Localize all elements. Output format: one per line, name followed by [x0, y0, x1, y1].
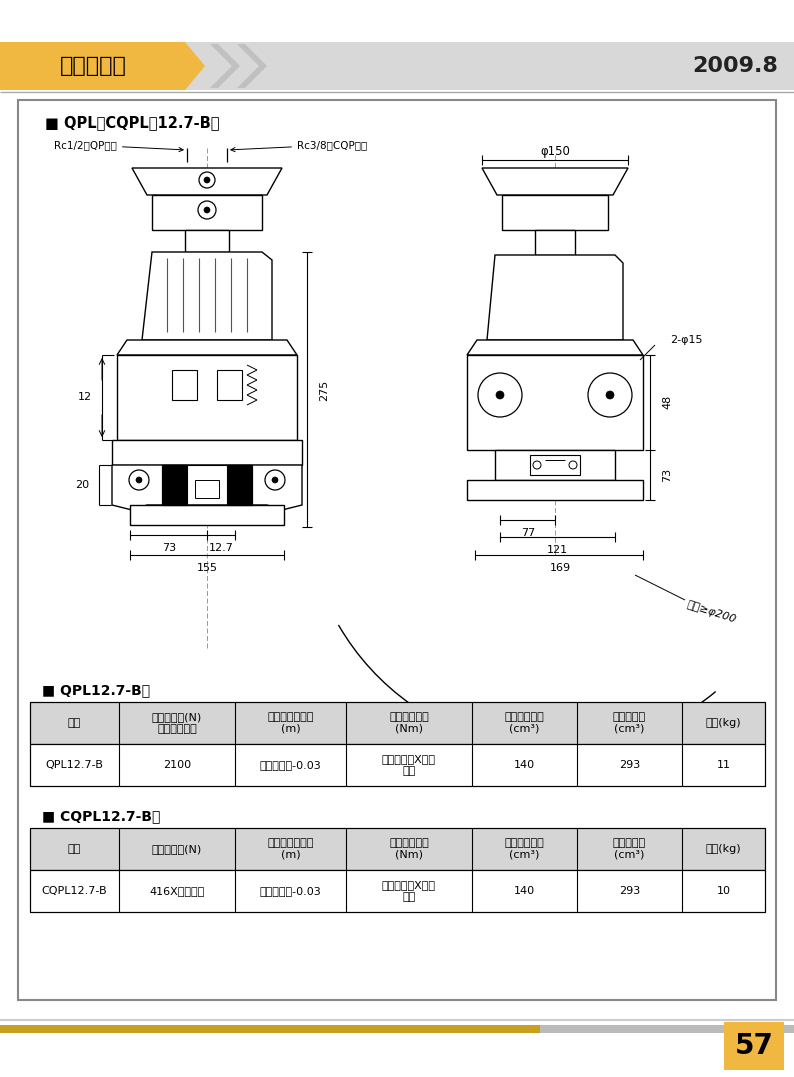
- Text: 20: 20: [75, 480, 89, 490]
- Text: 10: 10: [716, 886, 730, 896]
- Bar: [112, 440, 302, 465]
- Circle shape: [204, 207, 210, 213]
- Text: 57: 57: [734, 1032, 773, 1060]
- Text: ■ QPL12.7-B型: ■ QPL12.7-B型: [42, 683, 150, 697]
- Bar: [30, 702, 765, 744]
- Text: QPL12.7-B: QPL12.7-B: [45, 760, 103, 770]
- Text: 416X工作气压: 416X工作气压: [149, 886, 205, 896]
- Text: 制动盘半径-0.03: 制动盘半径-0.03: [260, 760, 322, 770]
- Text: 额定制动力(N)
（八根弹簧）: 额定制动力(N) （八根弹簧）: [152, 712, 202, 733]
- Text: 140: 140: [514, 760, 535, 770]
- Circle shape: [606, 391, 614, 398]
- Text: 总气体容量
(cm³): 总气体容量 (cm³): [613, 838, 646, 859]
- Text: 额定制动力矩
(Nm): 额定制动力矩 (Nm): [389, 712, 429, 733]
- Text: 293: 293: [619, 760, 640, 770]
- Circle shape: [272, 477, 278, 482]
- Bar: [18, 100, 776, 1001]
- Text: 77: 77: [521, 528, 535, 538]
- Bar: [467, 355, 643, 450]
- Bar: [117, 355, 297, 440]
- Text: 型号: 型号: [67, 718, 81, 728]
- Text: 制动盘半径-0.03: 制动盘半径-0.03: [260, 886, 322, 896]
- Text: 总气体容量
(cm³): 总气体容量 (cm³): [613, 712, 646, 733]
- Circle shape: [496, 391, 504, 398]
- Polygon shape: [0, 42, 205, 90]
- Text: 型号: 型号: [67, 844, 81, 854]
- Polygon shape: [467, 340, 643, 355]
- Text: 73: 73: [162, 543, 176, 553]
- Text: 12: 12: [78, 392, 92, 402]
- Polygon shape: [132, 168, 282, 195]
- Text: 工作气体容量
(cm³): 工作气体容量 (cm³): [505, 712, 545, 733]
- Bar: [724, 1022, 784, 1071]
- Text: 重量(kg): 重量(kg): [706, 718, 742, 728]
- Bar: [217, 370, 242, 400]
- Bar: [227, 465, 252, 505]
- Bar: [502, 195, 608, 230]
- Polygon shape: [112, 465, 302, 510]
- Text: CQPL12.7-B: CQPL12.7-B: [42, 886, 107, 896]
- Text: 2-φ15: 2-φ15: [670, 335, 703, 345]
- Text: 盘式制动器: 盘式制动器: [60, 56, 126, 76]
- Text: 48: 48: [662, 395, 672, 409]
- Text: 重量(kg): 重量(kg): [706, 844, 742, 854]
- Bar: [0, 1025, 540, 1033]
- Text: 155: 155: [196, 563, 218, 573]
- Bar: [195, 480, 219, 498]
- Polygon shape: [482, 168, 628, 195]
- Text: 2009.8: 2009.8: [692, 56, 778, 76]
- Bar: [30, 870, 765, 912]
- Text: 293: 293: [619, 886, 640, 896]
- Bar: [130, 505, 284, 524]
- Bar: [535, 230, 575, 255]
- Bar: [162, 465, 252, 505]
- Text: ■ QPL（CQPL）12.7-B型: ■ QPL（CQPL）12.7-B型: [45, 115, 219, 130]
- Text: 169: 169: [549, 563, 571, 573]
- Text: 工作气体容量
(cm³): 工作气体容量 (cm³): [505, 838, 545, 859]
- Circle shape: [136, 477, 142, 482]
- Text: Rc1/2（QP型）: Rc1/2（QP型）: [54, 140, 183, 152]
- Polygon shape: [117, 340, 297, 355]
- Bar: [152, 195, 262, 230]
- Text: 额定制动力X有效
半径: 额定制动力X有效 半径: [382, 880, 436, 901]
- Text: 盘径≥φ200: 盘径≥φ200: [685, 599, 737, 625]
- Bar: [30, 828, 765, 870]
- Text: 12.7: 12.7: [209, 543, 233, 553]
- Polygon shape: [237, 44, 267, 88]
- Text: φ150: φ150: [540, 145, 570, 158]
- Bar: [0, 42, 794, 90]
- Text: 121: 121: [546, 545, 568, 555]
- Bar: [172, 370, 197, 400]
- Polygon shape: [210, 44, 240, 88]
- Text: 73: 73: [662, 467, 672, 482]
- Text: 额定制动力(N): 额定制动力(N): [152, 844, 202, 854]
- Bar: [530, 454, 580, 475]
- Bar: [30, 744, 765, 786]
- Bar: [540, 1025, 794, 1033]
- Text: 140: 140: [514, 886, 535, 896]
- Polygon shape: [487, 255, 623, 340]
- Text: Rc3/8（CQP型）: Rc3/8（CQP型）: [231, 140, 368, 152]
- Bar: [495, 450, 615, 480]
- Text: 额定制动力X有效
半径: 额定制动力X有效 半径: [382, 754, 436, 775]
- Polygon shape: [142, 252, 272, 340]
- Bar: [185, 230, 229, 252]
- Bar: [467, 480, 643, 500]
- Text: 2100: 2100: [163, 760, 191, 770]
- Text: 11: 11: [716, 760, 730, 770]
- Circle shape: [204, 177, 210, 183]
- Text: 制动盘有效半径
(m): 制动盘有效半径 (m): [268, 838, 314, 859]
- Text: 275: 275: [319, 379, 329, 401]
- Text: 额定制动力矩
(Nm): 额定制动力矩 (Nm): [389, 838, 429, 859]
- Bar: [162, 465, 187, 505]
- Text: 制动盘有效半径
(m): 制动盘有效半径 (m): [268, 712, 314, 733]
- Text: ■ CQPL12.7-B型: ■ CQPL12.7-B型: [42, 809, 160, 823]
